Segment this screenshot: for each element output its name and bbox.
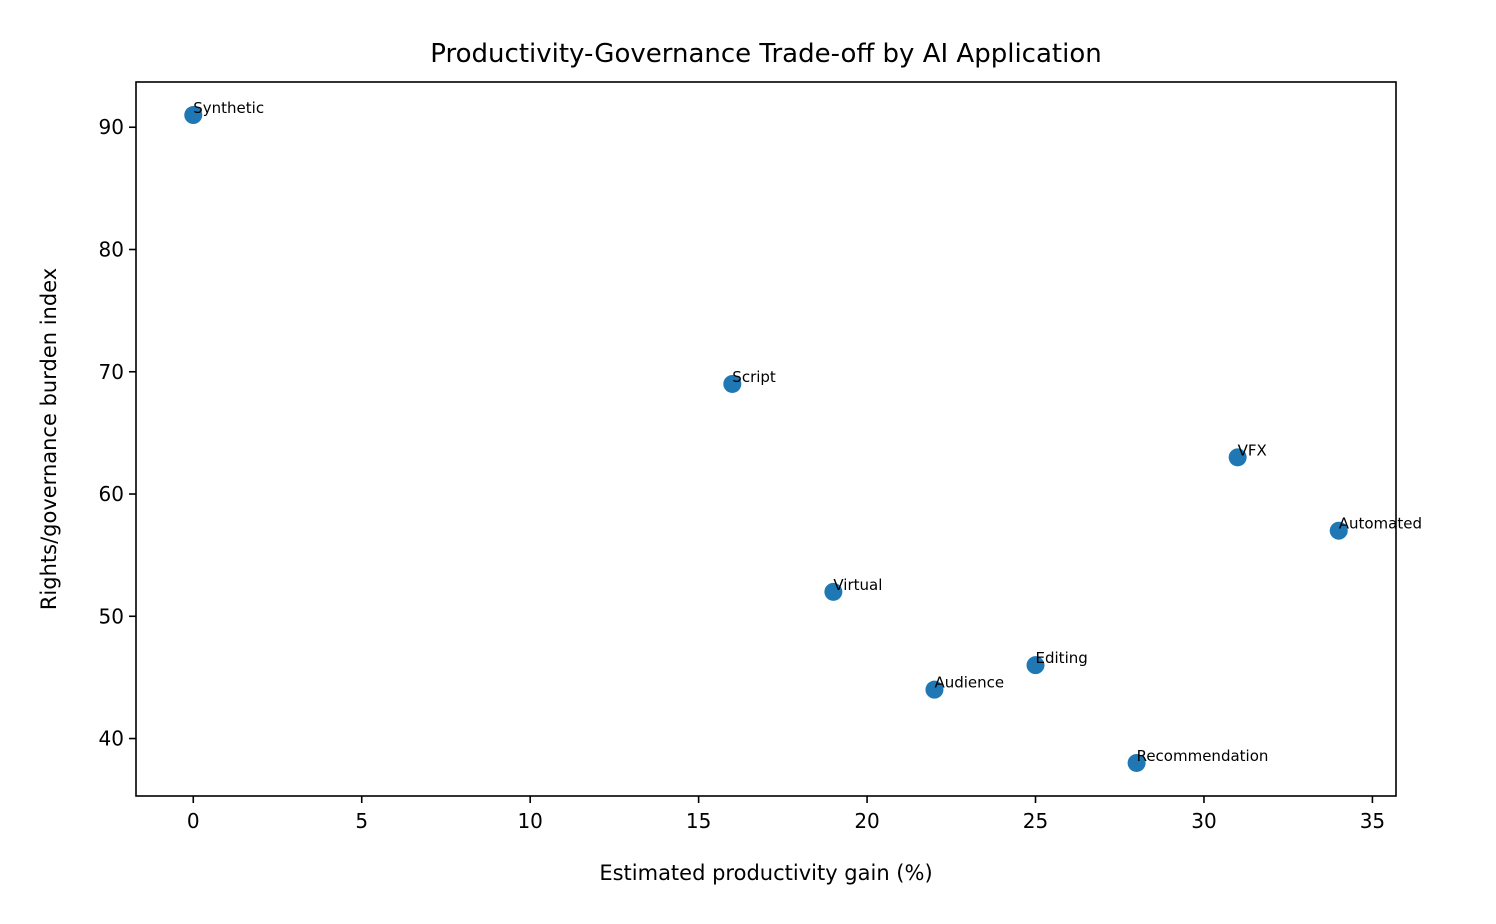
scatter-point	[1228, 448, 1247, 467]
point-label: Automated	[1339, 515, 1422, 533]
point-label: Synthetic	[193, 99, 264, 117]
point-label: Audience	[934, 674, 1004, 692]
scatter-point	[824, 582, 843, 601]
data-points: Synthetic Script VFX Automated Virtual Editin…	[184, 99, 1422, 772]
scatter-point	[723, 374, 742, 393]
scatter-point	[1026, 656, 1045, 675]
scatter-point	[925, 680, 944, 699]
y-tick-label: 60	[99, 482, 124, 506]
point-label: VFX	[1238, 441, 1267, 459]
point-label: Virtual	[833, 576, 882, 594]
plot-frame	[135, 81, 1397, 797]
x-tick-label: 25	[1023, 809, 1048, 833]
y-axis: 40 50 60 70 80 90	[99, 115, 136, 751]
scatter-point	[1329, 521, 1348, 540]
point-label: Script	[732, 368, 776, 386]
x-tick-label: 35	[1360, 809, 1385, 833]
x-tick-label: 30	[1191, 809, 1216, 833]
scatter-point	[1127, 753, 1146, 772]
x-tick-label: 15	[686, 809, 711, 833]
x-axis: 0 5 10 15 20 25 30 35	[187, 796, 1385, 833]
point-label: Recommendation	[1137, 747, 1269, 765]
y-tick-label: 80	[99, 237, 124, 261]
x-axis-label: Estimated productivity gain (%)	[599, 861, 932, 885]
x-tick-label: 5	[355, 809, 368, 833]
x-tick-label: 0	[187, 809, 200, 833]
scatter-point	[184, 106, 203, 125]
x-tick-label: 20	[854, 809, 879, 833]
y-tick-label: 90	[99, 115, 124, 139]
chart-title: Productivity-Governance Trade-off by AI …	[430, 39, 1101, 69]
y-tick-label: 40	[99, 727, 124, 751]
y-tick-label: 70	[99, 360, 124, 384]
point-label: Editing	[1036, 649, 1088, 667]
x-tick-label: 10	[517, 809, 542, 833]
y-tick-label: 50	[99, 604, 124, 628]
y-axis-label: Rights/governance burden index	[37, 268, 61, 610]
